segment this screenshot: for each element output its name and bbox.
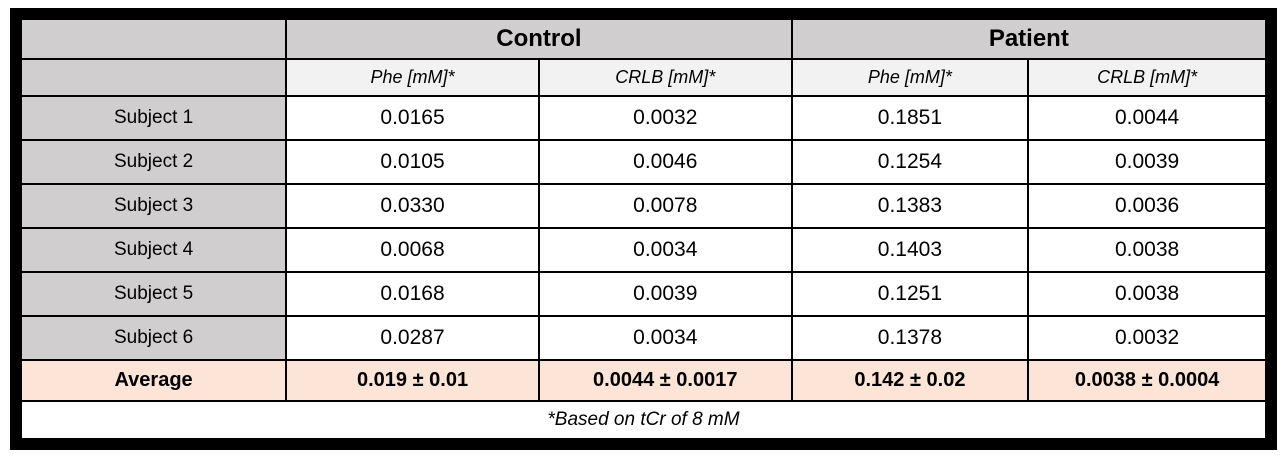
subheader-control-phe: Phe [mM]*	[285, 58, 540, 97]
group-header-control: Control	[285, 18, 793, 60]
data-cell: 0.0034	[537, 315, 793, 361]
data-cell: 0.0038	[1027, 271, 1267, 317]
data-cell: 0.0078	[537, 183, 793, 229]
subheader-patient-crlb: CRLB [mM]*	[1027, 58, 1267, 97]
average-row-label: Average	[19, 359, 288, 402]
row-label: Subject 6	[19, 315, 288, 361]
data-cell: 0.0032	[1027, 315, 1267, 361]
data-cell: 0.0168	[285, 271, 540, 317]
data-cell: 0.0044	[1027, 95, 1267, 141]
table-row: Subject 6 0.0287 0.0034 0.1378 0.0032	[19, 315, 1267, 361]
data-cell: 0.1403	[790, 227, 1030, 273]
data-cell: 0.0330	[285, 183, 540, 229]
subheader-patient-phe: Phe [mM]*	[790, 58, 1030, 97]
row-label: Subject 4	[19, 227, 288, 273]
data-cell: 0.0105	[285, 139, 540, 185]
data-cell: 0.0039	[1027, 139, 1267, 185]
data-cell: 0.1251	[790, 271, 1030, 317]
data-cell: 0.0036	[1027, 183, 1267, 229]
data-cell: 0.0034	[537, 227, 793, 273]
subheader-control-crlb: CRLB [mM]*	[537, 58, 793, 97]
average-cell: 0.019 ± 0.01	[285, 359, 540, 402]
subheader-row: Phe [mM]* CRLB [mM]* Phe [mM]* CRLB [mM]…	[19, 58, 1267, 97]
data-cell: 0.1378	[790, 315, 1030, 361]
data-cell: 0.1851	[790, 95, 1030, 141]
corner-cell	[19, 18, 288, 60]
data-cell: 0.1383	[790, 183, 1030, 229]
data-cell: 0.0068	[285, 227, 540, 273]
phe-concentration-table: Control Patient Phe [mM]* CRLB [mM]* Phe…	[10, 8, 1277, 450]
group-header-patient: Patient	[790, 18, 1268, 60]
table-row: Subject 1 0.0165 0.0032 0.1851 0.0044	[19, 95, 1267, 141]
average-cell: 0.142 ± 0.02	[790, 359, 1030, 402]
group-header-row: Control Patient	[19, 18, 1268, 60]
row-label: Subject 1	[19, 95, 288, 141]
row-label: Subject 5	[19, 271, 288, 317]
footnote-text: *Based on tCr of 8 mM	[20, 400, 1267, 440]
data-cell: 0.0287	[285, 315, 540, 361]
data-table: Control Patient Phe [mM]* CRLB [mM]* Phe…	[19, 18, 1268, 440]
table-row: Subject 5 0.0168 0.0039 0.1251 0.0038	[19, 271, 1267, 317]
corner-cell	[19, 58, 288, 97]
data-cell: 0.0165	[285, 95, 540, 141]
average-row: Average 0.019 ± 0.01 0.0044 ± 0.0017 0.1…	[19, 359, 1267, 402]
row-label: Subject 2	[19, 139, 288, 185]
data-cell: 0.1254	[790, 139, 1030, 185]
table-row: Subject 2 0.0105 0.0046 0.1254 0.0039	[19, 139, 1267, 185]
footnote-row: *Based on tCr of 8 mM	[20, 400, 1267, 440]
row-label: Subject 3	[19, 183, 288, 229]
data-cell: 0.0046	[537, 139, 793, 185]
table-row: Subject 4 0.0068 0.0034 0.1403 0.0038	[19, 227, 1267, 273]
data-cell: 0.0039	[537, 271, 793, 317]
average-cell: 0.0044 ± 0.0017	[537, 359, 793, 402]
data-cell: 0.0038	[1027, 227, 1267, 273]
average-cell: 0.0038 ± 0.0004	[1027, 359, 1267, 402]
data-cell: 0.0032	[537, 95, 793, 141]
table-row: Subject 3 0.0330 0.0078 0.1383 0.0036	[19, 183, 1267, 229]
